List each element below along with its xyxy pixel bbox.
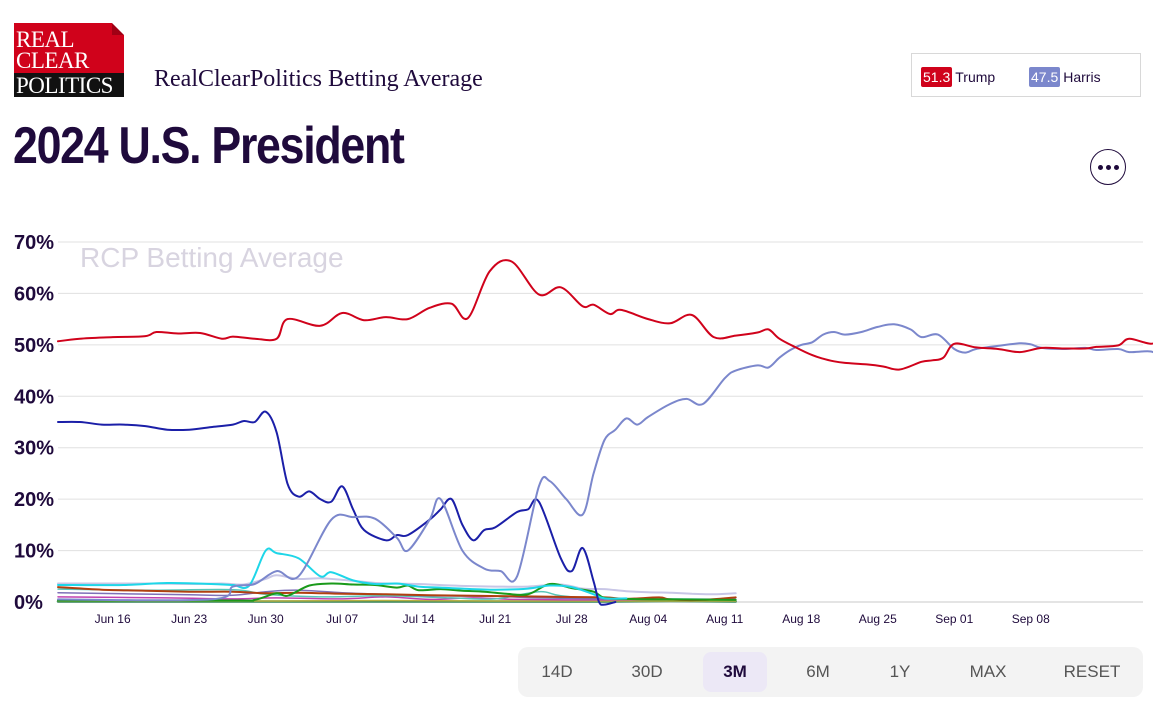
range-button-3m[interactable]: 3M (703, 652, 767, 692)
x-tick-label: Jun 16 (95, 612, 131, 626)
series-line-green[interactable] (57, 582, 737, 602)
y-tick-label: 70% (14, 232, 54, 254)
legend-label: Trump (955, 69, 996, 85)
line-chart[interactable]: 0%10%20%30%40%50%60%70% Jun 16 Jun 23 Jun … (0, 220, 1153, 640)
range-button-max[interactable]: MAX (969, 662, 1007, 681)
y-tick-label: 0% (14, 592, 43, 614)
series-line-trump[interactable] (57, 259, 1153, 371)
x-tick-label: Jun 23 (171, 612, 207, 626)
y-tick-label: 50% (14, 335, 54, 357)
range-button-30d[interactable]: 30D (631, 662, 663, 681)
y-tick-label: 20% (14, 489, 54, 511)
x-tick-label: Aug 25 (859, 612, 897, 626)
chart-legend: 51.3 Trump 47.5 Harris (911, 53, 1141, 97)
y-tick-label: 10% (14, 541, 54, 563)
logo-black-block (14, 73, 124, 97)
legend-value-badge: 51.3 (921, 67, 953, 87)
more-dot-icon (1105, 164, 1111, 170)
series-group (56, 259, 1153, 606)
page-title: 2024 U.S. President (13, 117, 405, 175)
rcp-logo[interactable]: REAL CLEAR POLITICS (14, 23, 124, 97)
x-tick-label: Jul 14 (403, 612, 435, 626)
logo-text-politics: POLITICS (16, 73, 113, 98)
y-axis: 0% 10% 20% 30% 40% 50% 60% 70% (14, 232, 54, 614)
x-tick-label: Aug 18 (782, 612, 820, 626)
x-tick-label: Jul 28 (556, 612, 588, 626)
x-tick-label: Sep 01 (935, 612, 973, 626)
legend-item-trump: 51.3 Trump (921, 67, 995, 87)
x-tick-label: Aug 04 (629, 612, 667, 626)
x-tick-label: Aug 11 (706, 612, 743, 626)
range-button-6m[interactable]: 6M (806, 662, 830, 681)
legend-value-badge: 47.5 (1029, 67, 1061, 87)
legend-item-harris: 47.5 Harris (1029, 67, 1101, 87)
x-tick-label: Jun 30 (248, 612, 284, 626)
y-tick-label: 30% (14, 438, 54, 460)
x-tick-label: Sep 08 (1012, 612, 1050, 626)
range-selector: 14D 30D 3M 6M 1Y MAX RESET (518, 647, 1143, 697)
x-axis: Jun 16 Jun 23 Jun 30 Jul 07 Jul 14 Jul 21 Jul … (95, 612, 1050, 626)
logo-red-block (14, 23, 124, 73)
logo-text-real: REAL (16, 27, 75, 52)
legend-label: Harris (1063, 69, 1101, 85)
x-tick-label: Jul 07 (326, 612, 358, 626)
more-options-button[interactable] (1090, 149, 1126, 185)
series-line-biden[interactable] (57, 410, 617, 606)
logo-text-clear: CLEAR (16, 48, 89, 73)
y-tick-label: 40% (14, 386, 54, 408)
chart-watermark: RCP Betting Average (80, 242, 344, 273)
x-tick-label: Jul 21 (479, 612, 511, 626)
series-line-brown[interactable] (57, 586, 737, 602)
more-dot-icon (1113, 164, 1119, 170)
series-line-harris[interactable] (57, 323, 1153, 602)
logo-fold-corner (112, 23, 124, 35)
y-tick-label: 60% (14, 283, 54, 305)
series-line-cyan[interactable] (57, 547, 628, 600)
range-button-1y[interactable]: 1Y (889, 662, 911, 681)
grid-lines (58, 241, 1143, 603)
range-button-reset[interactable]: RESET (1063, 662, 1121, 681)
more-dot-icon (1097, 164, 1103, 170)
page-subtitle: RealClearPolitics Betting Average (154, 66, 483, 92)
range-button-14d[interactable]: 14D (541, 662, 573, 681)
